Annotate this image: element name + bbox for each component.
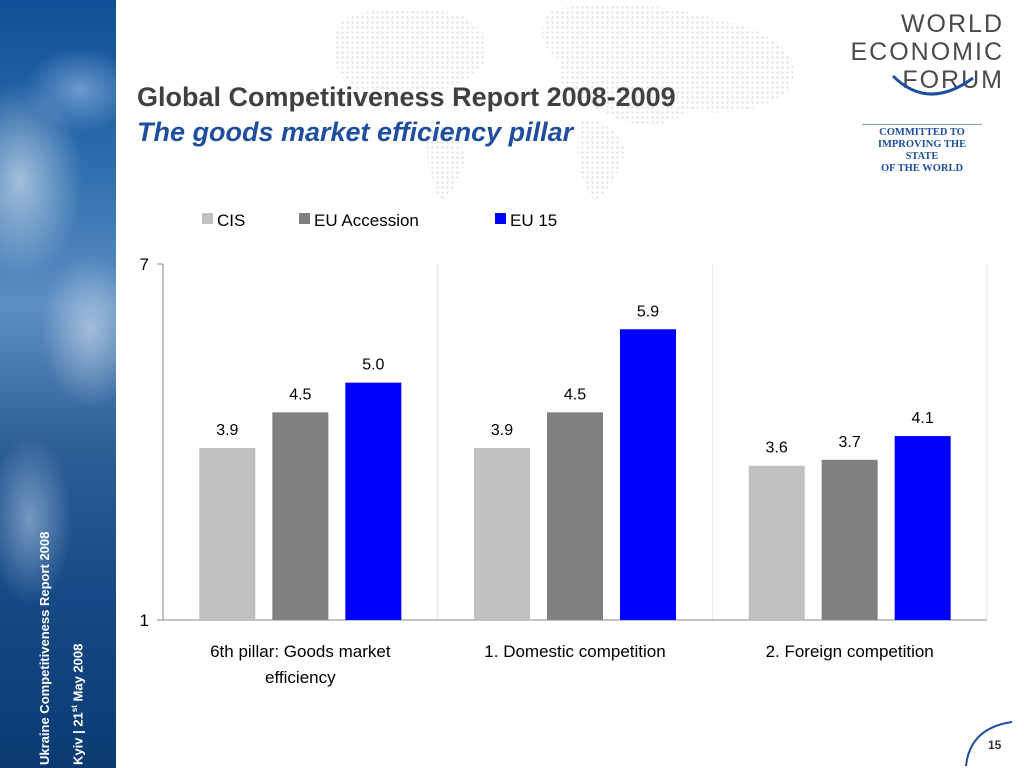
world-map-background (333, 4, 794, 200)
legend-label: CIS (217, 211, 245, 230)
page-number: 15 (988, 738, 1002, 752)
x-category-label: efficiency (265, 668, 336, 687)
x-category-label: 2. Foreign competition (766, 642, 934, 661)
x-category-label: 1. Domestic competition (484, 642, 665, 661)
bar (345, 382, 402, 620)
data-label: 3.6 (766, 440, 788, 457)
legend-label: EU Accession (314, 211, 419, 230)
page-corner-arc-icon (965, 721, 1013, 767)
legend-swatch (202, 213, 213, 224)
legend-swatch (495, 213, 506, 224)
data-label: 5.0 (362, 357, 384, 374)
bar (748, 465, 805, 620)
page-title: Global Competitiveness Report 2008-2009 (137, 82, 676, 112)
bar (894, 436, 951, 620)
data-label: 4.1 (912, 410, 934, 427)
bar (272, 412, 329, 620)
bar (474, 447, 530, 620)
bar (547, 412, 603, 620)
logo-word-1: WORLD (900, 10, 1004, 38)
data-label: 4.5 (289, 386, 311, 403)
tagline-line: IMPROVING THE STATE (877, 139, 967, 162)
logo-word-2: ECONOMIC (850, 38, 1004, 66)
x-category-label: 6th pillar: Goods market (210, 642, 391, 661)
y-tick-label: 7 (140, 255, 149, 274)
bar (821, 459, 878, 620)
data-label: 4.5 (564, 386, 586, 403)
legend-swatch (299, 213, 310, 224)
logo-tagline: COMMITTED TO IMPROVING THE STATE OF THE … (862, 124, 982, 175)
data-label: 3.7 (839, 434, 861, 451)
logo-arc-icon (891, 74, 974, 96)
world-economic-forum-logo: WORLD ECONOMIC FORUM (851, 6, 1012, 116)
y-tick-label: 1 (140, 611, 149, 630)
data-label: 5.9 (637, 303, 659, 320)
page-subtitle: The goods market efficiency pillar (137, 117, 574, 147)
bar (199, 447, 256, 620)
data-label: 3.9 (491, 422, 513, 439)
tagline-line: OF THE WORLD (880, 163, 964, 174)
legend-label: EU 15 (510, 211, 557, 230)
data-label: 3.9 (216, 422, 238, 439)
sidebar-earth-image: Ukraine Competitiveness Report 2008 Kyiv… (0, 0, 116, 768)
tagline-line: COMMITTED TO (879, 127, 965, 138)
bar (620, 329, 676, 620)
